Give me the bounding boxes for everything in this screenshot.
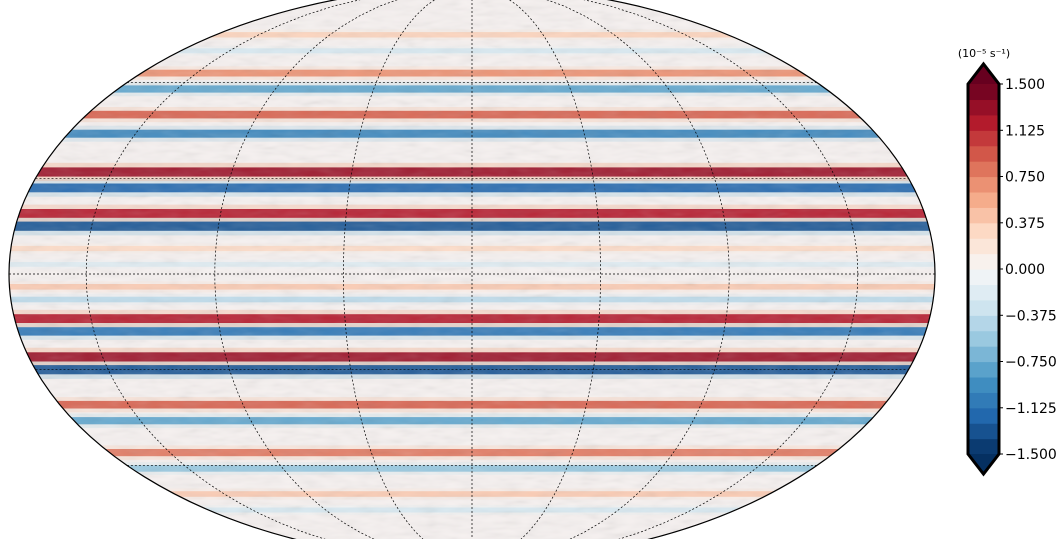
colorbar-segment <box>968 253 999 270</box>
texture-overlay <box>9 0 935 539</box>
colorbar-tick-label: −1.500 <box>1005 447 1057 463</box>
colorbar-segment <box>968 99 999 116</box>
map-boundary <box>8 0 936 539</box>
colorbar-unit-label: (10⁻⁵ s⁻¹) <box>958 47 1010 60</box>
colorbar-segment <box>968 284 999 301</box>
colorbar-segment <box>968 423 999 440</box>
colorbar-tick-label: 1.500 <box>1005 77 1045 93</box>
colorbar-extend-max <box>968 64 999 84</box>
meridian-line <box>471 0 730 539</box>
colorbar-segment <box>968 145 999 162</box>
colorbar-segment <box>968 114 999 131</box>
colorbar-tick-label: 0.000 <box>1005 262 1045 278</box>
colorbar-segment <box>968 207 999 224</box>
colorbar-tick-label: −0.375 <box>1005 308 1057 324</box>
colorbar-segment <box>968 84 999 101</box>
colorbar-segment <box>968 161 999 178</box>
meridian-line <box>343 0 473 539</box>
colorbar-ticks: 1.500 1.125 0.750 0.375 0.000 −0.375 −0.750 −1.… <box>999 77 1057 463</box>
colorbar-segment <box>968 176 999 193</box>
colorbar-segment <box>968 346 999 363</box>
colorbar-segment <box>968 438 999 455</box>
colorbar-tick-label: 0.750 <box>1005 170 1045 186</box>
meridian-line <box>85 0 473 539</box>
colorbar-segments <box>968 64 999 474</box>
colorbar-segment <box>968 269 999 286</box>
colorbar-segment <box>968 330 999 347</box>
colorbar-extend-min <box>968 454 999 474</box>
meridian-line <box>214 0 473 539</box>
colorbar: (10⁻⁵ s⁻¹) 1.500 1.125 0.750 0.375 0.000 −0.3… <box>958 47 1057 477</box>
colorbar-segment <box>968 299 999 316</box>
meridian-line <box>471 0 601 539</box>
colorbar-segment <box>968 376 999 393</box>
meridian-line <box>471 0 859 539</box>
colorbar-segment <box>968 238 999 255</box>
colorbar-segment <box>968 392 999 409</box>
colorbar-segment <box>968 222 999 239</box>
colorbar-segment <box>968 361 999 378</box>
colorbar-tick-label: 0.375 <box>1005 216 1045 232</box>
map-panel <box>8 0 936 539</box>
graticule <box>9 0 935 539</box>
colorbar-segment <box>968 130 999 147</box>
colorbar-tick-label: 1.125 <box>1005 123 1045 139</box>
colorbar-tick-label: −1.125 <box>1005 401 1057 417</box>
colorbar-segment <box>968 407 999 424</box>
colorbar-segment <box>968 315 999 332</box>
colorbar-tick-label: −0.750 <box>1005 355 1057 371</box>
colorbar-segment <box>968 191 999 208</box>
